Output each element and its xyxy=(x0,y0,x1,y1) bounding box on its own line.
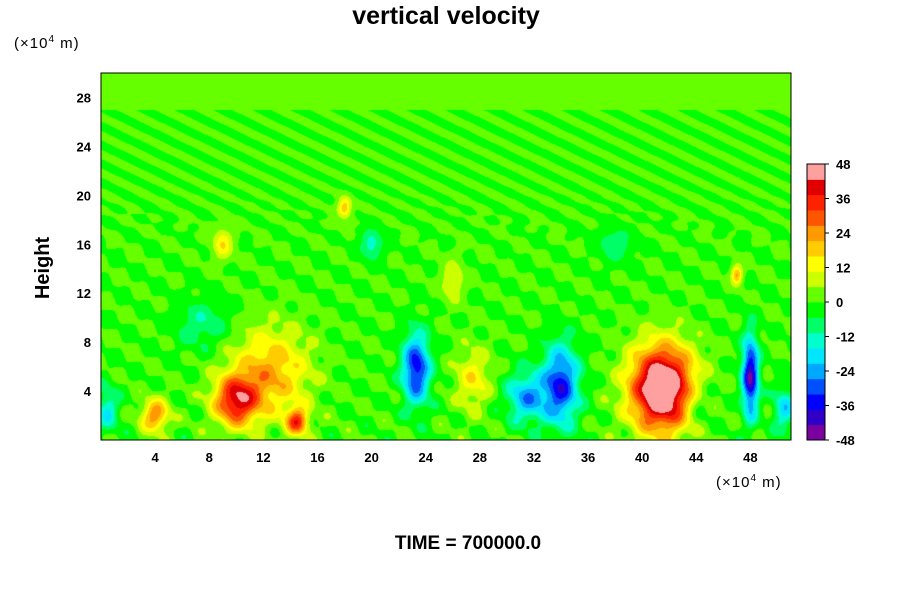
colorbar-tick-label: 24 xyxy=(836,226,851,241)
x-tick-label: 24 xyxy=(418,450,433,465)
colorbar-tick-label: 0 xyxy=(836,295,843,310)
x-ticks: 4 8 12 16 20 24 28 32 36 40 44 48 xyxy=(152,450,758,465)
y-axis-label: Height xyxy=(32,237,54,300)
chart-title: vertical velocity xyxy=(352,2,540,30)
x-tick-label: 20 xyxy=(364,450,378,465)
colorbar-band xyxy=(807,179,825,196)
x-tick-label: 36 xyxy=(581,450,595,465)
x-tick-label: 44 xyxy=(689,450,704,465)
colorbar-band xyxy=(807,378,825,395)
colorbar-band xyxy=(807,363,825,380)
colorbar-ticks: 48 36 24 12 0 -12 -24 -36 -48 xyxy=(825,157,856,448)
colorbar-tick-label: -12 xyxy=(836,330,855,345)
x-tick-label: 12 xyxy=(256,450,270,465)
plot-frame xyxy=(100,72,792,441)
colorbar-band xyxy=(807,210,825,226)
time-label: TIME = 700000.0 xyxy=(395,533,541,554)
x-tick-label: 4 xyxy=(152,450,160,465)
colorbar-band xyxy=(807,256,825,272)
y-units-label: (×104 m) xyxy=(14,34,80,52)
y-ticks: 4 8 12 16 20 24 28 xyxy=(77,90,92,399)
colorbar-bands xyxy=(807,164,825,441)
y-tick-label: 20 xyxy=(77,188,91,203)
plot-area xyxy=(100,72,792,441)
colorbar-band xyxy=(807,332,825,349)
y-tick-label: 4 xyxy=(84,384,92,399)
colorbar-band xyxy=(807,317,825,334)
x-tick-label: 48 xyxy=(743,450,757,465)
colorbar-band xyxy=(807,424,825,441)
colorbar-tick-label: 12 xyxy=(836,261,850,276)
colorbar-band xyxy=(807,302,825,318)
colorbar-band xyxy=(807,286,825,303)
y-tick-label: 12 xyxy=(77,286,91,301)
colorbar-band xyxy=(807,240,825,257)
y-tick-label: 8 xyxy=(84,335,91,350)
colorbar-band xyxy=(807,225,825,242)
x-units-label: (×104 m) xyxy=(716,473,782,491)
colorbar-tick-label: 48 xyxy=(836,157,850,172)
colorbar-band xyxy=(807,164,825,180)
colorbar: 48 36 24 12 0 -12 -24 -36 -48 xyxy=(806,157,856,448)
y-tick-label: 16 xyxy=(77,237,91,252)
y-tick-label: 24 xyxy=(77,139,92,154)
x-tick-label: 8 xyxy=(206,450,213,465)
heatmap-image xyxy=(101,73,791,440)
colorbar-band xyxy=(807,194,825,211)
colorbar-band xyxy=(807,271,825,288)
colorbar-band xyxy=(807,394,825,410)
x-tick-label: 40 xyxy=(635,450,649,465)
colorbar-tick-label: -36 xyxy=(836,399,855,414)
x-tick-label: 28 xyxy=(473,450,487,465)
colorbar-tick-label: -48 xyxy=(836,433,855,448)
x-tick-label: 32 xyxy=(527,450,541,465)
x-tick-label: 16 xyxy=(310,450,324,465)
colorbar-tick-label: 36 xyxy=(836,192,850,207)
colorbar-band xyxy=(807,409,825,426)
colorbar-tick-label: -24 xyxy=(836,364,856,379)
y-tick-label: 28 xyxy=(77,90,91,105)
colorbar-band xyxy=(807,348,825,364)
